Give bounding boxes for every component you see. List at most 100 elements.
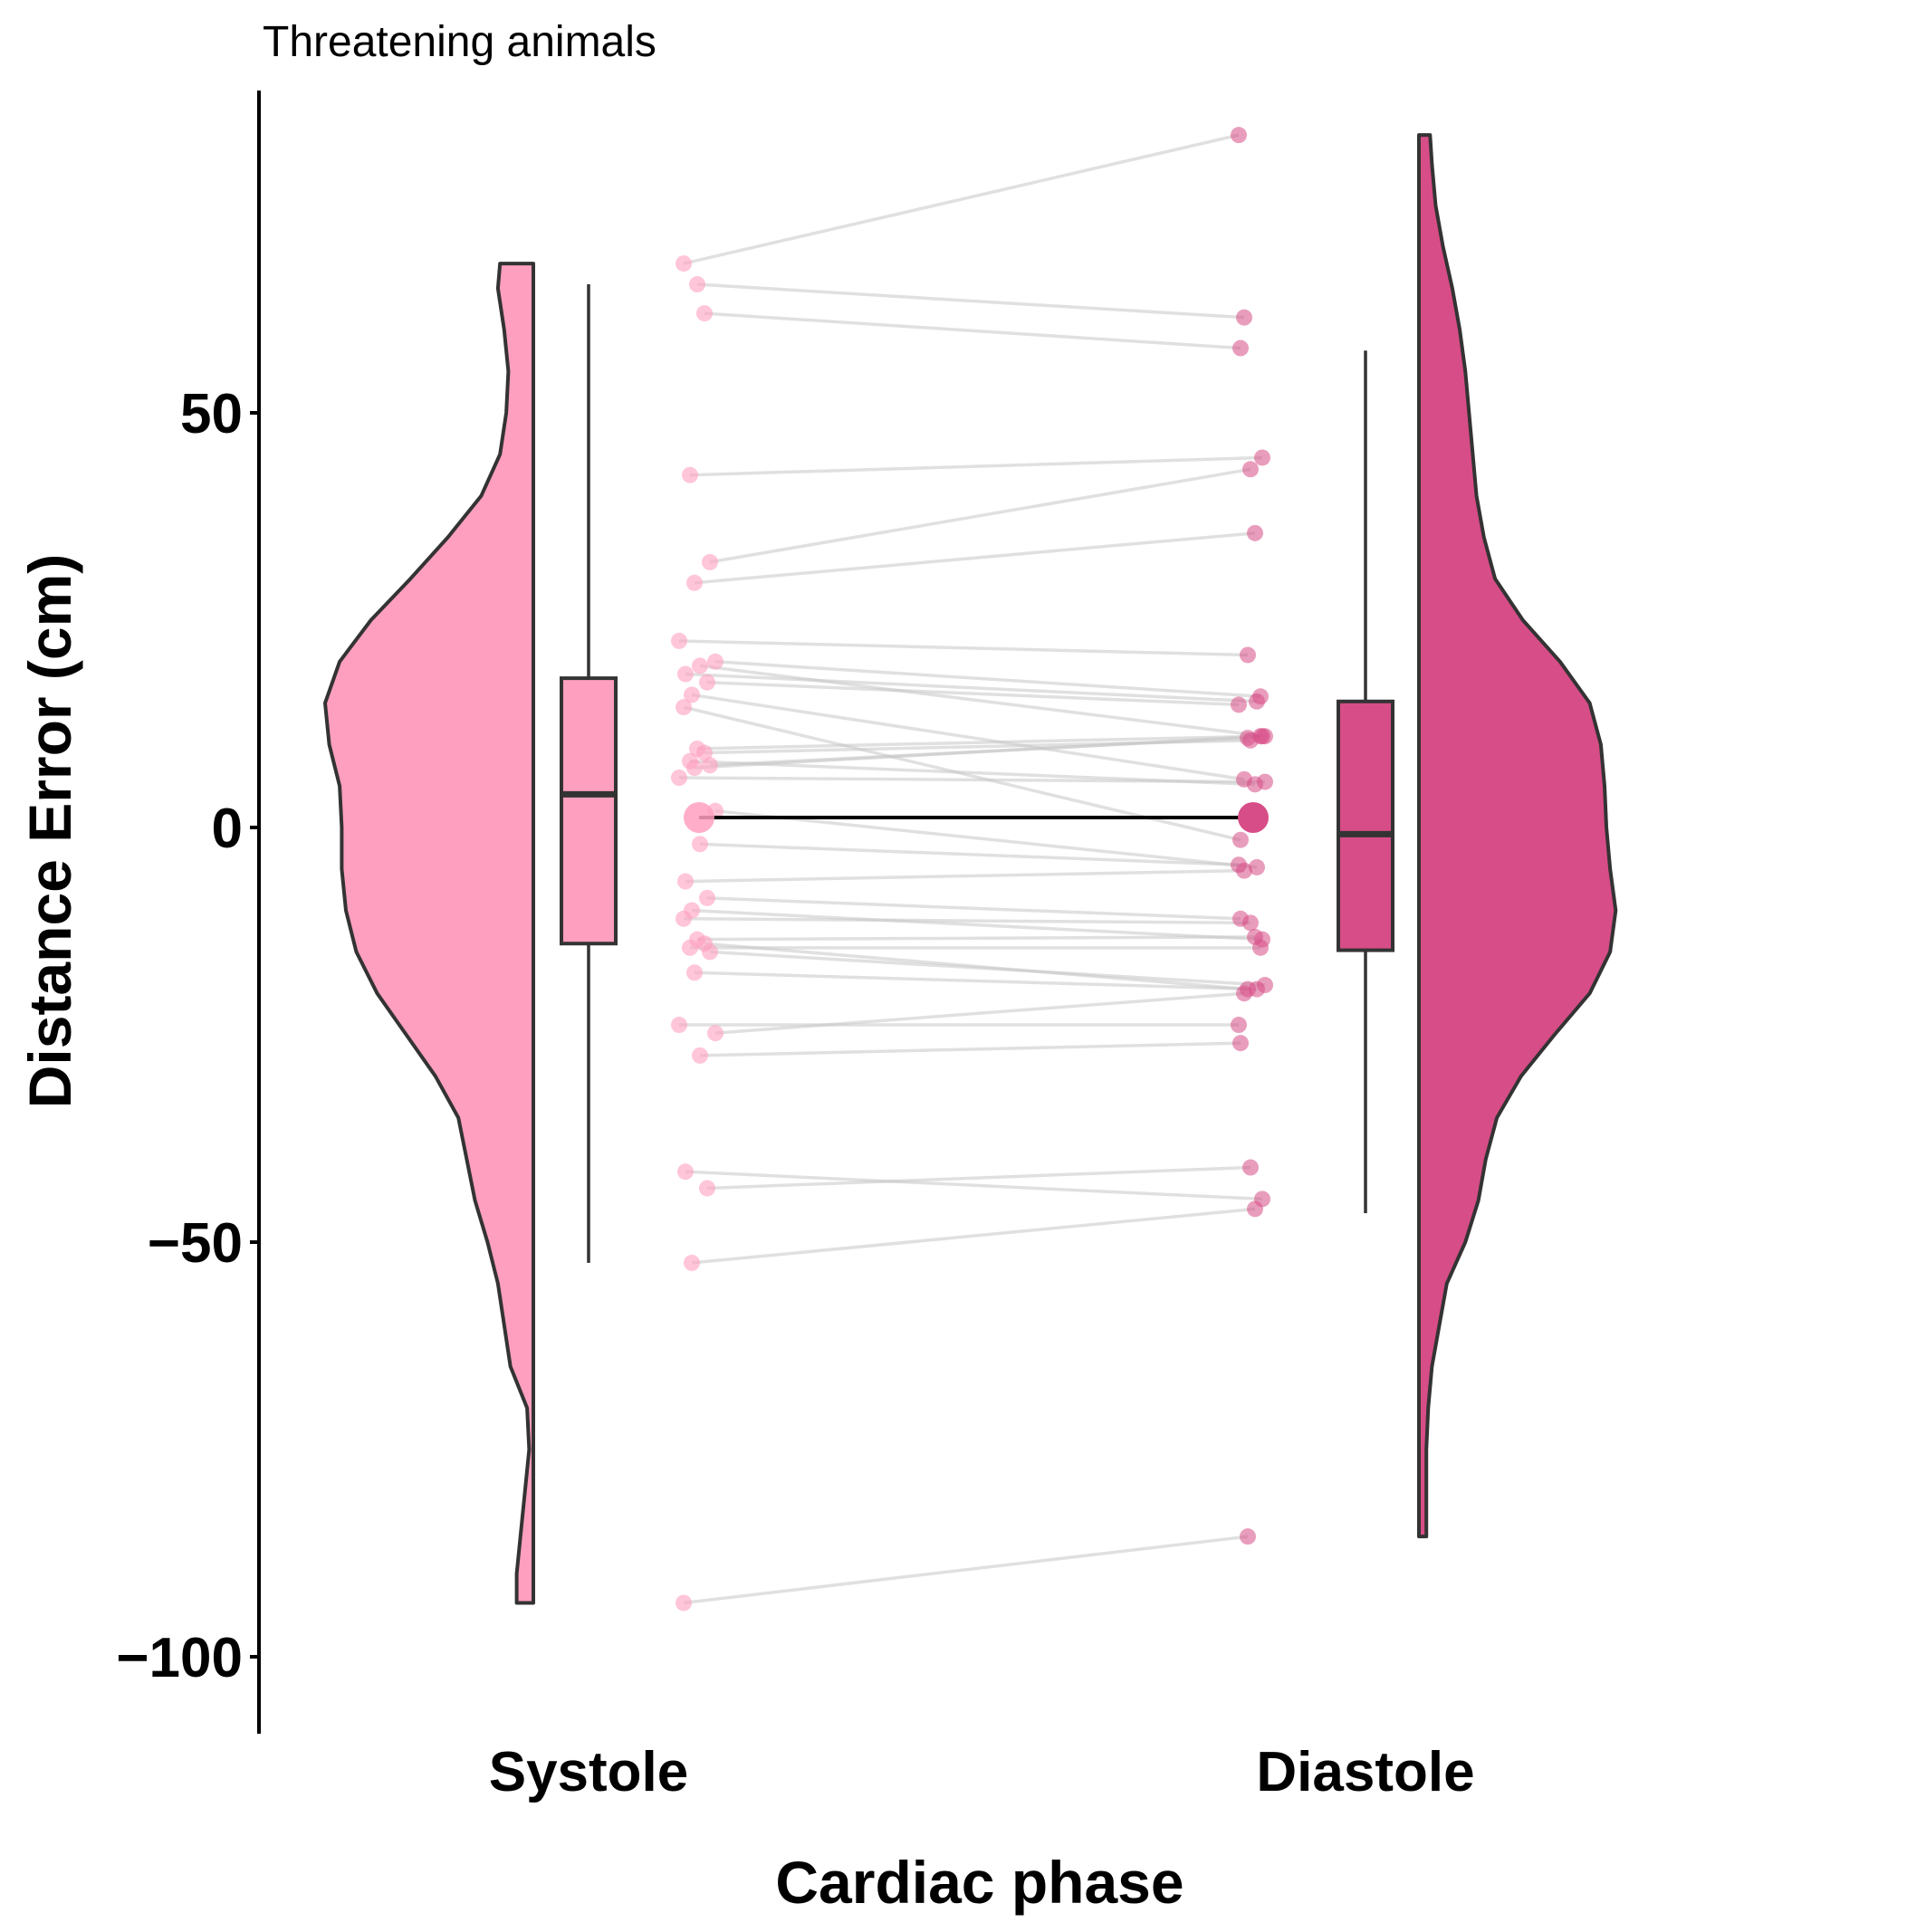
pair-line — [704, 311, 1241, 350]
x-axis-categories: Systole Diastole — [489, 1741, 1475, 1803]
point-systole — [686, 760, 703, 777]
point-systole — [686, 964, 703, 981]
pair-line — [696, 734, 1263, 751]
point-systole — [676, 255, 692, 273]
box-diastole — [1337, 699, 1394, 952]
pair-line — [678, 639, 1249, 657]
paired-lines — [678, 133, 1266, 1605]
violin-diastole — [1417, 133, 1618, 1539]
point-systole — [696, 744, 713, 761]
point-systole — [671, 632, 687, 649]
point-diastole — [1242, 461, 1259, 478]
point-systole — [682, 466, 698, 483]
point-systole — [707, 653, 724, 670]
pair-line — [694, 734, 1261, 770]
point-diastole — [1252, 728, 1269, 745]
point-diastole — [1247, 524, 1263, 541]
pair-line — [699, 1041, 1241, 1057]
point-systole — [677, 873, 694, 890]
point-diastole — [1231, 696, 1247, 713]
point-systole — [671, 770, 687, 787]
y-tick-label: 50 — [180, 383, 243, 445]
point-systole — [684, 1254, 700, 1271]
pair-line — [714, 660, 1261, 699]
mean-point-diastole — [1238, 802, 1269, 834]
pair-line — [683, 133, 1240, 265]
pair-line — [696, 282, 1245, 320]
point-diastole — [1236, 309, 1252, 326]
point-systole — [696, 305, 713, 322]
point-systole — [702, 943, 718, 961]
pair-line — [694, 971, 1258, 991]
y-tick-label: 0 — [212, 798, 243, 860]
point-systole — [692, 1047, 708, 1064]
point-diastole — [1231, 1017, 1247, 1034]
point-systole — [676, 910, 692, 927]
point-diastole — [1247, 1200, 1263, 1218]
point-diastole — [1236, 985, 1252, 1002]
point-systole — [699, 674, 715, 691]
point-diastole — [1236, 862, 1252, 879]
point-diastole — [1240, 1528, 1256, 1545]
point-systole — [702, 757, 718, 774]
pair-line — [694, 531, 1256, 585]
pair-line — [689, 455, 1263, 477]
pair-line — [691, 1207, 1256, 1265]
y-axis-title: Distance Error (cm) — [16, 554, 83, 1109]
pair-line — [683, 917, 1251, 925]
plot-area — [323, 127, 1618, 1612]
point-systole — [677, 1163, 694, 1181]
point-diastole — [1240, 646, 1256, 664]
point-diastole — [1257, 773, 1273, 790]
pair-line — [683, 1535, 1249, 1605]
y-tick-label: −100 — [116, 1627, 243, 1689]
point-systole — [676, 1594, 692, 1612]
pair-line — [714, 991, 1245, 1035]
pair-line — [706, 680, 1240, 707]
pair-line — [709, 467, 1251, 564]
pair-line — [691, 908, 1263, 942]
point-diastole — [1232, 831, 1249, 848]
pair-line — [685, 1170, 1263, 1201]
y-tick-label: −50 — [148, 1212, 243, 1275]
chart-subtitle: Threatening animals — [263, 18, 656, 66]
point-systole — [692, 836, 708, 853]
x-category-label: Systole — [489, 1741, 689, 1803]
point-diastole — [1254, 449, 1270, 466]
pair-line — [685, 672, 1258, 703]
pair-line — [706, 896, 1241, 921]
x-axis-title: Cardiac phase — [775, 1849, 1183, 1916]
point-diastole — [1242, 914, 1259, 932]
point-diastole — [1249, 693, 1265, 710]
y-axis-ticks: 50 0 −50 −100 — [116, 383, 259, 1689]
point-systole — [699, 889, 715, 906]
pair-line — [699, 842, 1240, 866]
point-diastole — [1231, 127, 1247, 144]
point-systole — [677, 665, 694, 683]
pair-line — [699, 664, 1266, 738]
pair-line — [691, 693, 1245, 781]
point-diastole — [1249, 980, 1265, 998]
point-systole — [692, 657, 708, 674]
pair-line — [696, 935, 1256, 942]
violin-systole — [323, 262, 535, 1605]
mean-point-systole — [684, 802, 714, 834]
pair-line — [685, 868, 1245, 884]
pair-line — [678, 776, 1266, 784]
point-diastole — [1252, 939, 1269, 956]
point-systole — [671, 1017, 687, 1034]
point-diastole — [1232, 340, 1249, 357]
box-systole — [560, 676, 618, 946]
point-systole — [686, 574, 703, 591]
point-systole — [702, 553, 718, 570]
pair-line — [709, 950, 1266, 987]
point-systole — [689, 276, 705, 293]
x-category-label: Diastole — [1256, 1741, 1474, 1803]
pair-line — [714, 808, 1258, 869]
paired-points — [671, 127, 1273, 1612]
point-systole — [684, 686, 700, 703]
point-diastole — [1240, 730, 1256, 747]
pair-line — [706, 1165, 1251, 1191]
point-diastole — [1242, 1159, 1259, 1176]
